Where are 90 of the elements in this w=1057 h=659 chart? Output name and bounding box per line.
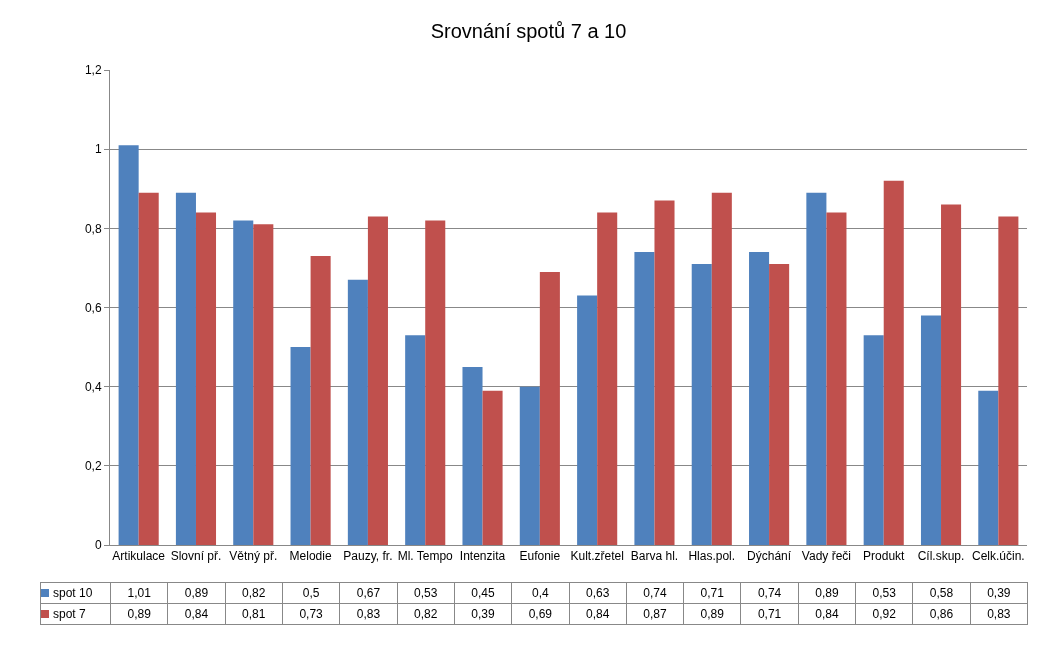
- y-tick-label: 0,8: [84, 221, 102, 236]
- y-tick-label: 1: [94, 142, 102, 157]
- bar: [367, 216, 388, 545]
- bar: [175, 192, 196, 545]
- bar: [118, 145, 139, 545]
- data-label: 0,74: [740, 582, 799, 604]
- chart-title: Srovnání spotů 7 a 10: [430, 19, 627, 42]
- bar: [482, 390, 503, 545]
- x-tick-label: Cíl.skup.: [917, 549, 965, 564]
- data-label: 0,84: [569, 603, 627, 625]
- legend-label: spot 10: [40, 582, 111, 604]
- y-tick-label: 0,4: [84, 379, 102, 394]
- data-label: 0,45: [454, 582, 512, 604]
- bar: [769, 263, 790, 545]
- bar: [253, 224, 274, 545]
- y-tick-label: 0: [94, 538, 102, 553]
- data-label: 0,86: [912, 603, 971, 625]
- bar: [138, 192, 159, 545]
- bar: [577, 295, 598, 545]
- bar: [634, 252, 655, 545]
- x-tick-label: Dýchání: [747, 549, 792, 564]
- bar: [998, 216, 1019, 545]
- data-label: 0,92: [855, 603, 913, 625]
- data-label: 0,84: [167, 603, 226, 625]
- x-tick-label: Větný př.: [229, 549, 278, 564]
- bar: [806, 192, 827, 545]
- x-tick-label: Barva hl.: [630, 549, 679, 564]
- data-label: 0,71: [740, 603, 799, 625]
- bar: [347, 279, 368, 545]
- data-label: 0,74: [626, 582, 684, 604]
- data-label: 0,58: [912, 582, 971, 604]
- x-tick-label: Kult.zřetel: [570, 549, 624, 564]
- x-tick-label: Ml. Tempo: [397, 549, 454, 564]
- bar: [425, 220, 446, 545]
- bar: [519, 386, 540, 545]
- bar: [826, 212, 847, 545]
- data-label: 0,53: [855, 582, 913, 604]
- bar: [920, 315, 942, 545]
- bar: [597, 212, 618, 545]
- data-label: 1,01: [110, 582, 168, 604]
- bar: [711, 192, 732, 545]
- x-tick-label: Vady řeči: [801, 549, 851, 564]
- data-label: 0,81: [225, 603, 283, 625]
- x-tick-label: Artikulace: [112, 549, 166, 564]
- x-tick-label: Celk.účin.: [972, 549, 1025, 564]
- x-tick-label: Hlas.pol.: [688, 549, 736, 564]
- data-label: 0,39: [454, 603, 512, 625]
- y-tick-label: 1,2: [84, 63, 102, 78]
- bar: [749, 252, 770, 545]
- x-tick-label: Pauzy, fr.: [343, 549, 393, 564]
- bar: [195, 212, 217, 545]
- data-label: 0,89: [167, 582, 226, 604]
- y-tick-label: 0,2: [84, 459, 102, 474]
- bar: [863, 335, 884, 545]
- bar: [941, 204, 962, 545]
- data-label: 0,84: [798, 603, 856, 625]
- data-label: 0,63: [569, 582, 627, 604]
- bar: [405, 335, 426, 545]
- data-label: 0,87: [626, 603, 684, 625]
- x-tick-label: Intenzita: [459, 549, 506, 564]
- data-label: 0,89: [683, 603, 741, 625]
- bar: [290, 347, 311, 545]
- data-label: 0,53: [397, 582, 455, 604]
- data-label: 0,69: [511, 603, 569, 625]
- data-label: 0,67: [339, 582, 398, 604]
- bar: [233, 220, 254, 545]
- data-label: 0,83: [970, 603, 1028, 625]
- data-label: 0,71: [683, 582, 741, 604]
- x-tick-label: Produkt: [863, 549, 906, 564]
- y-tick-label: 0,6: [84, 300, 102, 315]
- data-label: 0,83: [339, 603, 398, 625]
- data-label: 0,82: [397, 603, 455, 625]
- bar: [883, 180, 904, 545]
- data-label: 0,4: [511, 582, 569, 604]
- data-label: 0,82: [225, 582, 283, 604]
- bar: [462, 366, 483, 545]
- x-tick-label: Melodie: [289, 549, 332, 564]
- data-label: 0,89: [110, 603, 168, 625]
- bar: [539, 271, 560, 545]
- data-label: 0,89: [798, 582, 856, 604]
- legend-label: spot 7: [40, 603, 111, 625]
- x-tick-label: Eufonie: [519, 549, 561, 564]
- data-label: 0,5: [282, 582, 340, 604]
- x-tick-label: Slovní př.: [170, 549, 222, 564]
- data-label: 0,39: [970, 582, 1028, 604]
- bar: [978, 390, 999, 545]
- bar: [310, 256, 331, 545]
- bar: [691, 263, 712, 545]
- bar: [654, 200, 675, 545]
- data-label: 0,73: [282, 603, 340, 625]
